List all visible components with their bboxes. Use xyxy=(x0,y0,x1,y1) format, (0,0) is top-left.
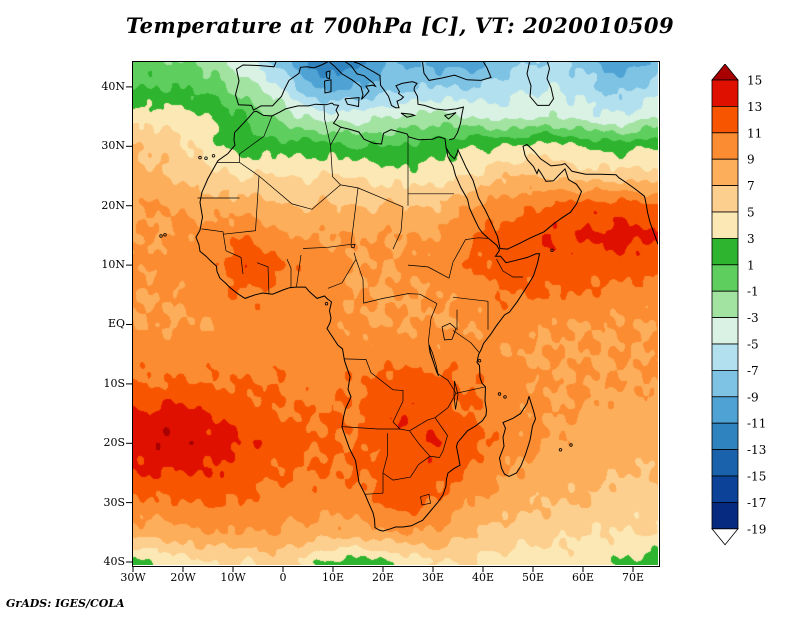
temperature-field-canvas xyxy=(133,62,658,565)
y-axis-label: 10S xyxy=(103,376,125,390)
colorbar-label: 13 xyxy=(747,100,762,114)
x-axis-label: 20E xyxy=(371,571,395,584)
colorbar-bottom-arrow xyxy=(711,528,739,546)
colorbar-label: 5 xyxy=(747,206,755,220)
colorbar-swatch xyxy=(711,158,739,186)
x-axis-label: 10W xyxy=(220,571,246,584)
colorbar-swatch xyxy=(711,79,739,107)
x-axis-label: 40E xyxy=(471,571,495,584)
colorbar-label: -9 xyxy=(747,390,759,404)
colorbar: 15 13 11 9 7 5 3 1 -1 -3 -5 -7 -9 -11 -13 -15 -17 -19 xyxy=(711,64,766,546)
colorbar-swatch xyxy=(711,106,739,134)
x-axis-label: 30W xyxy=(120,571,146,584)
colorbar-swatch xyxy=(711,290,739,318)
coastlines xyxy=(195,62,658,532)
colorbar-swatch xyxy=(711,475,739,503)
islands xyxy=(159,154,573,452)
colorbar-swatch xyxy=(711,422,739,451)
y-axis-label: 40N xyxy=(101,79,125,93)
x-axis-label: 0 xyxy=(279,571,287,584)
colorbar-label: 3 xyxy=(747,232,755,246)
colorbar-swatch xyxy=(711,211,739,239)
colorbar-label: 7 xyxy=(747,179,755,193)
colorbar-swatch xyxy=(711,449,739,477)
colorbar-label: -15 xyxy=(747,470,766,484)
colorbar-label: -17 xyxy=(747,496,766,510)
colorbar-swatch xyxy=(711,185,739,213)
colorbar-label: 9 xyxy=(747,153,755,167)
grads-credit: GrADS: IGES/COLA xyxy=(6,597,125,610)
x-axis-label: 30E xyxy=(421,571,445,584)
y-axis-label: EQ xyxy=(107,317,125,331)
colorbar-top-arrow xyxy=(711,64,739,81)
colorbar-label: -3 xyxy=(747,311,759,325)
colorbar-label: -19 xyxy=(747,522,766,536)
colorbar-label: -7 xyxy=(747,364,759,378)
colorbar-label: -5 xyxy=(747,338,759,352)
coastline-overlay xyxy=(159,62,658,532)
colorbar-swatch xyxy=(711,132,739,160)
country-borders xyxy=(197,105,523,506)
colorbar-swatch xyxy=(711,317,739,345)
plot-title: Temperature at 700hPa [C], VT: 202001050… xyxy=(125,13,675,38)
colorbar-label: 11 xyxy=(747,126,762,140)
colorbar-label: 1 xyxy=(747,258,755,272)
colorbar-swatch xyxy=(711,501,739,530)
y-axis-label: 20N xyxy=(101,198,125,212)
colorbar-swatch xyxy=(711,237,739,266)
x-axis-label: 70E xyxy=(621,571,645,584)
y-axis-label: 10N xyxy=(101,258,125,272)
y-axis-label: 30S xyxy=(103,495,125,509)
colorbar-label: 15 xyxy=(747,74,762,88)
x-axis-label: 10E xyxy=(321,571,345,584)
colorbar-label: -11 xyxy=(747,417,766,431)
y-axis-label: 20S xyxy=(103,436,125,450)
colorbar-swatch xyxy=(711,369,739,398)
colorbar-swatch xyxy=(711,343,739,371)
lakes xyxy=(350,243,459,410)
x-axis-label: 20W xyxy=(170,571,196,584)
colorbar-label: -13 xyxy=(747,443,766,457)
x-axis-label: 60E xyxy=(571,571,595,584)
colorbar-label: -1 xyxy=(747,285,759,299)
colorbar-swatch xyxy=(711,396,739,424)
x-axis-label: 50E xyxy=(521,571,545,584)
colorbar-swatch xyxy=(711,264,739,292)
y-axis-label: 30N xyxy=(101,139,125,153)
y-axis-label: 40S xyxy=(103,555,125,569)
